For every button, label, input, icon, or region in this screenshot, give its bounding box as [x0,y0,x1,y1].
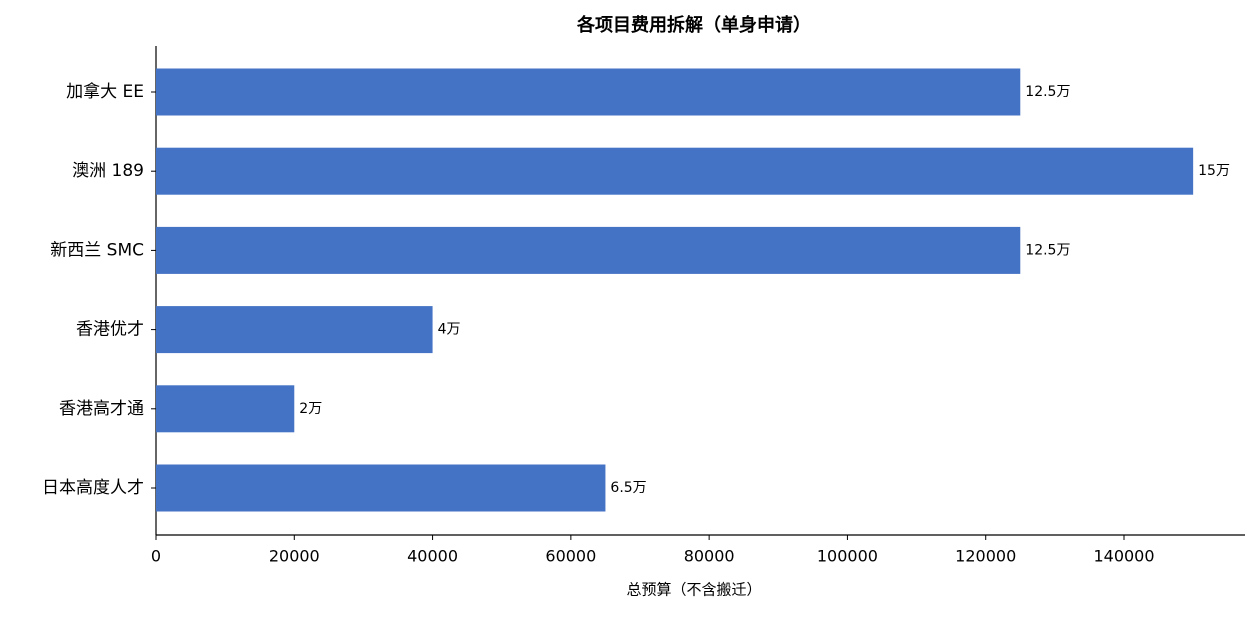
value-label: 15万 [1198,163,1230,179]
value-label: 12.5万 [1025,242,1070,258]
x-tick-label: 40000 [407,547,458,566]
bar [156,464,606,512]
y-tick-label: 澳洲 189 [72,161,144,181]
chart-title: 各项目费用拆解（单身申请） [576,14,811,36]
bar [156,226,1021,274]
value-label: 2万 [299,401,322,417]
value-label: 6.5万 [610,480,646,496]
x-tick-label: 60000 [545,547,596,566]
y-tick-label: 加拿大 EE [66,81,144,102]
y-tick-label: 日本高度人才 [42,478,144,498]
x-tick-label: 100000 [817,547,878,566]
x-tick-label: 140000 [1093,547,1154,566]
x-tick-label: 120000 [955,547,1016,566]
value-label: 12.5万 [1025,84,1070,100]
bar [156,147,1194,195]
x-tick-label: 0 [151,547,161,566]
x-tick-label: 80000 [684,547,735,566]
x-axis-label: 总预算（不含搬迁） [626,581,761,599]
y-tick-label: 香港优才 [76,320,144,340]
bar [156,306,433,354]
bar [156,68,1021,116]
x-tick-label: 20000 [269,547,320,566]
y-tick-label: 新西兰 SMC [50,240,144,260]
y-tick-label: 香港高才通 [59,399,144,419]
bar [156,385,295,433]
value-label: 4万 [438,322,461,338]
